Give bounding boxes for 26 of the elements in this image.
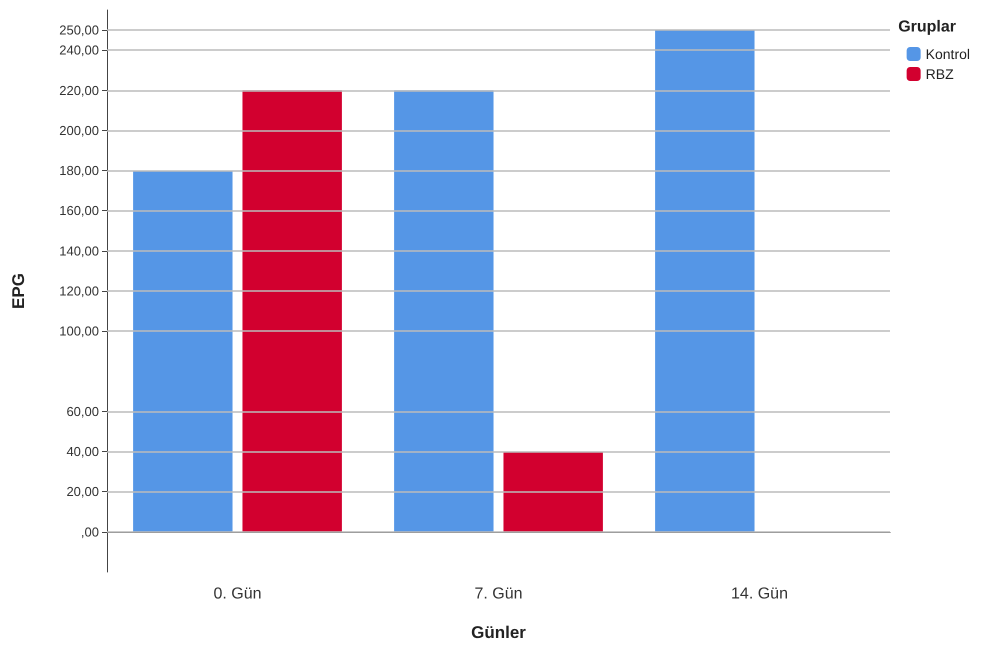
y-tick-label: ,00 [80,524,99,540]
bar [655,30,755,532]
y-tick-label: 40,00 [66,444,99,460]
legend-label: Kontrol [926,46,970,62]
bar [133,170,233,532]
x-tick-label: 14. Gün [731,586,788,602]
x-tick-label: 0. Gün [213,586,262,602]
y-tick-label: 100,00 [59,324,99,339]
y-tick-label: 120,00 [59,284,99,298]
y-tick-label: 60,00 [66,404,99,419]
y-axis-title: EPG [9,273,28,309]
legend-label: RBZ [926,66,954,82]
y-tick-label: 220,00 [59,82,99,98]
y-tick-label: 240,00 [59,42,99,58]
bar [242,90,342,532]
y-tick-label: 20,00 [66,484,99,500]
y-tick-label: 160,00 [59,203,99,218]
legend-title: Gruplar [898,18,956,36]
y-tick-label: 200,00 [59,122,99,138]
bar [503,452,603,532]
y-tick-label: 250,00 [59,22,99,38]
x-axis-title: Günler [471,623,526,642]
bar [394,90,494,532]
x-tick-label: 7. Gün [474,586,523,602]
y-tick-label: 140,00 [59,243,99,258]
y-tick-label: 180,00 [59,163,99,178]
